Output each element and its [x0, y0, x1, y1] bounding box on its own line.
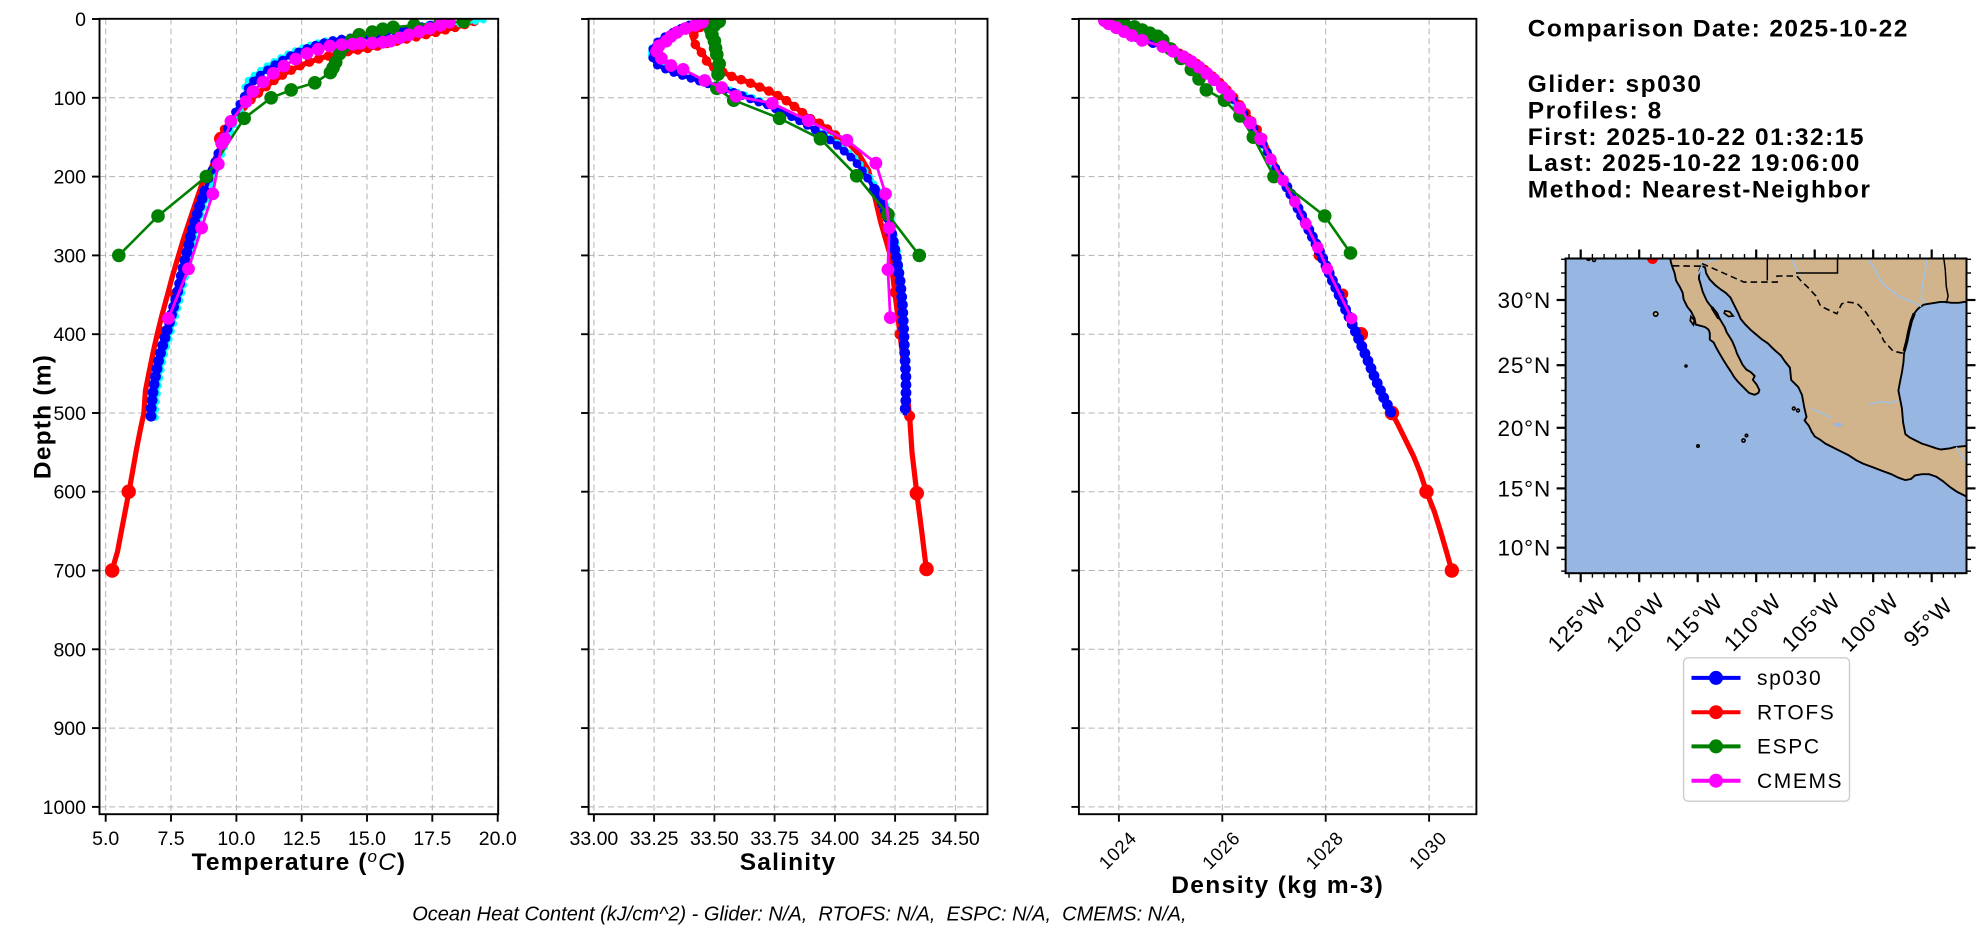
svg-text:Density (kg m-3): Density (kg m-3): [1171, 872, 1384, 899]
svg-text:0: 0: [75, 9, 86, 31]
svg-text:10°N: 10°N: [1498, 536, 1551, 561]
svg-text:33.50: 33.50: [690, 828, 739, 850]
svg-text:30°N: 30°N: [1498, 288, 1551, 313]
svg-text:sp030: sp030: [1757, 667, 1822, 690]
svg-text:1000: 1000: [43, 797, 87, 819]
svg-text:300: 300: [53, 245, 86, 267]
svg-text:Last: 2025-10-22 19:06:00: Last: 2025-10-22 19:06:00: [1528, 150, 1861, 177]
svg-text:12.5: 12.5: [283, 828, 321, 850]
svg-text:20°N: 20°N: [1498, 416, 1551, 441]
svg-text:200: 200: [53, 167, 86, 189]
svg-text:800: 800: [53, 639, 86, 661]
svg-text:RTOFS: RTOFS: [1757, 701, 1835, 724]
svg-text:33.75: 33.75: [750, 828, 799, 850]
svg-text:Depth (m): Depth (m): [30, 354, 57, 479]
svg-text:CMEMS: CMEMS: [1757, 770, 1843, 793]
svg-text:25°N: 25°N: [1498, 353, 1551, 378]
svg-text:500: 500: [53, 403, 86, 425]
svg-text:900: 900: [53, 718, 86, 740]
svg-text:Salinity: Salinity: [740, 849, 837, 876]
svg-text:Comparison Date: 2025-10-22: Comparison Date: 2025-10-22: [1528, 16, 1909, 43]
svg-text:33.00: 33.00: [569, 828, 618, 850]
svg-text:7.5: 7.5: [157, 828, 184, 850]
svg-text:5.0: 5.0: [92, 828, 119, 850]
svg-text:Ocean Heat Content (kJ/cm^2) -: Ocean Heat Content (kJ/cm^2) - Glider: N…: [412, 904, 1186, 926]
svg-text:15.0: 15.0: [348, 828, 386, 850]
svg-text:17.5: 17.5: [413, 828, 451, 850]
svg-text:10.0: 10.0: [217, 828, 255, 850]
svg-text:700: 700: [53, 561, 86, 583]
svg-text:ESPC: ESPC: [1757, 736, 1821, 759]
svg-text:33.25: 33.25: [630, 828, 679, 850]
svg-text:20.0: 20.0: [479, 828, 517, 850]
svg-text:Glider: sp030: Glider: sp030: [1528, 71, 1703, 98]
svg-text:400: 400: [53, 324, 86, 346]
svg-text:34.50: 34.50: [931, 828, 980, 850]
svg-text:600: 600: [53, 482, 86, 504]
svg-text:100: 100: [53, 88, 86, 110]
svg-text:34.00: 34.00: [810, 828, 859, 850]
svg-text:First: 2025-10-22 01:32:15: First: 2025-10-22 01:32:15: [1528, 124, 1865, 151]
svg-text:15°N: 15°N: [1498, 476, 1551, 501]
svg-text:Profiles: 8: Profiles: 8: [1528, 97, 1663, 124]
svg-text:Method: Nearest-Neighbor: Method: Nearest-Neighbor: [1528, 177, 1872, 204]
svg-text:34.25: 34.25: [871, 828, 920, 850]
